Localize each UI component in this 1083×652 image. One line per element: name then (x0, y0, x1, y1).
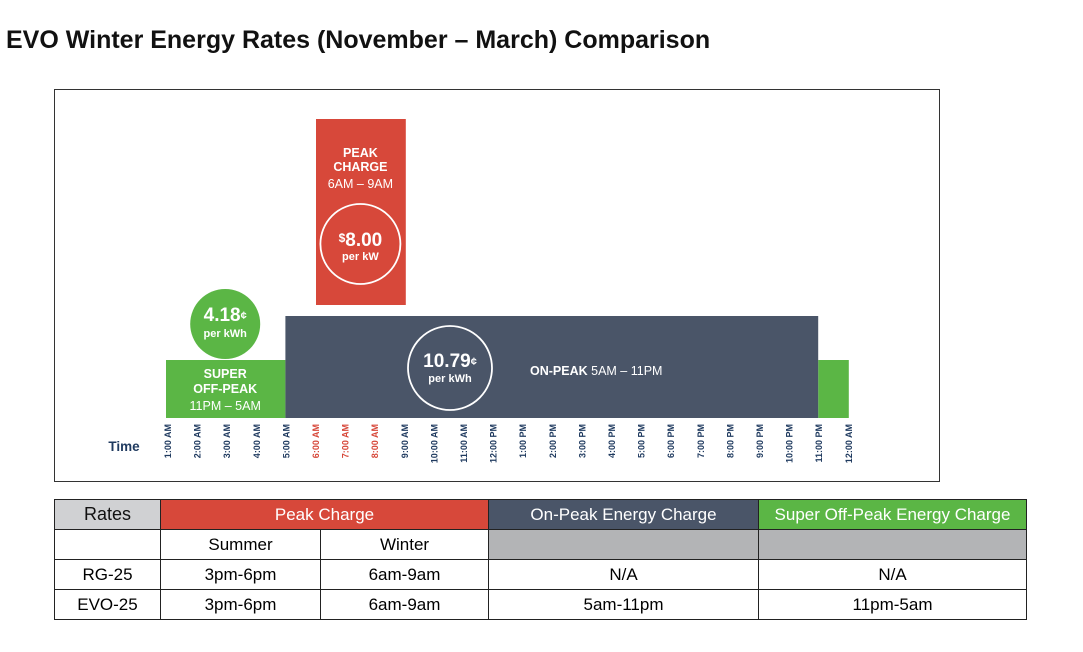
super-off-peak-label: SUPER (204, 367, 247, 381)
on-peak-value: N/A (488, 559, 759, 590)
summer-peak: 3pm-6pm (160, 559, 321, 590)
on-peak-bar (285, 316, 819, 418)
rate-name: RG-25 (54, 559, 161, 590)
super-off-peak-header: Super Off-Peak Energy Charge (758, 499, 1027, 530)
x-tick-label: 11:00 AM (459, 424, 469, 463)
x-tick-label: 7:00 PM (696, 424, 706, 458)
peak-rate-circle (319, 203, 402, 285)
x-tick-label: 9:00 PM (755, 424, 765, 458)
on-peak-label: ON-PEAK 5AM – 11PM (530, 364, 662, 378)
empty-cell (54, 529, 161, 560)
super-off-peak-bar (166, 360, 286, 418)
super-off-peak-label: OFF-PEAK (193, 382, 257, 396)
x-tick-label: 10:00 AM (429, 424, 439, 463)
super-off-peak-rate-value: 4.18¢ (204, 305, 247, 326)
peak-label: PEAK (343, 146, 378, 160)
x-tick-label: 3:00 PM (577, 424, 587, 458)
winter-peak: 6am-9am (320, 589, 489, 620)
table-subheader-row: Summer Winter (54, 529, 1027, 560)
winter-header: Winter (320, 529, 489, 560)
super-off-peak-bar-late (818, 360, 849, 418)
x-tick-label: 6:00 PM (666, 424, 676, 458)
x-tick-label: 12:00 AM (844, 424, 854, 463)
table-row: RG-25 3pm-6pm 6am-9am N/A N/A (54, 559, 1027, 590)
x-tick-label: 8:00 PM (725, 424, 735, 458)
table-row: EVO-25 3pm-6pm 6am-9am 5am-11pm 11pm-5am (54, 589, 1027, 620)
x-tick-label: 3:00 AM (222, 424, 232, 458)
peak-time-range: 6AM – 9AM (328, 177, 393, 191)
super-off-peak-time-range: 11PM – 5AM (190, 399, 261, 413)
x-tick-label: 9:00 AM (400, 424, 410, 458)
on-peak-rate-value: 10.79¢ (423, 351, 477, 372)
summer-peak: 3pm-6pm (160, 589, 321, 620)
x-tick-label: 2:00 AM (193, 424, 203, 458)
summer-header: Summer (160, 529, 321, 560)
empty-cell (758, 529, 1027, 560)
empty-cell (488, 529, 759, 560)
chart-frame: PEAK CHARGE 6AM – 9AM $8.00 per kW 4.18¢ per k… (54, 89, 940, 482)
table-header-row: Rates Peak Charge On-Peak Energy Charge … (54, 499, 1027, 530)
x-tick-label: 7:00 AM (341, 424, 351, 458)
on-peak-header: On-Peak Energy Charge (488, 499, 759, 530)
off-peak-value: 11pm-5am (758, 589, 1027, 620)
x-tick-label: 8:00 AM (370, 424, 380, 458)
on-peak-rate-unit: per kWh (428, 373, 472, 385)
super-off-peak-rate-circle (190, 289, 261, 359)
rate-name: EVO-25 (54, 589, 161, 620)
rates-header: Rates (54, 499, 161, 530)
peak-rate-value: $8.00 (339, 230, 383, 251)
on-peak-rate-circle (407, 325, 493, 411)
x-tick-label: 5:00 PM (637, 424, 647, 458)
x-tick-label: 1:00 PM (518, 424, 528, 458)
x-tick-label: 1:00 AM (163, 424, 173, 458)
x-tick-label: 2:00 PM (548, 424, 558, 458)
x-tick-label: 5:00 AM (281, 424, 291, 458)
peak-charge-header: Peak Charge (160, 499, 489, 530)
page-title: EVO Winter Energy Rates (November – Marc… (6, 26, 711, 54)
x-tick-label: 6:00 AM (311, 424, 321, 458)
peak-charge-bar (316, 119, 406, 305)
super-off-peak-rate-unit: per kWh (203, 328, 247, 340)
x-tick-label: 10:00 PM (785, 424, 795, 463)
x-tick-label: 11:00 PM (814, 424, 824, 463)
winter-peak: 6am-9am (320, 559, 489, 590)
x-axis-label: Time (108, 439, 140, 454)
peak-label: CHARGE (333, 160, 387, 174)
off-peak-value: N/A (758, 559, 1027, 590)
on-peak-value: 5am-11pm (488, 589, 759, 620)
x-tick-label: 4:00 AM (252, 424, 262, 458)
x-tick-label: 12:00 PM (489, 424, 499, 463)
x-tick-label: 4:00 PM (607, 424, 617, 458)
peak-rate-unit: per kW (342, 251, 379, 263)
rates-table: Rates Peak Charge On-Peak Energy Charge … (54, 499, 1027, 620)
